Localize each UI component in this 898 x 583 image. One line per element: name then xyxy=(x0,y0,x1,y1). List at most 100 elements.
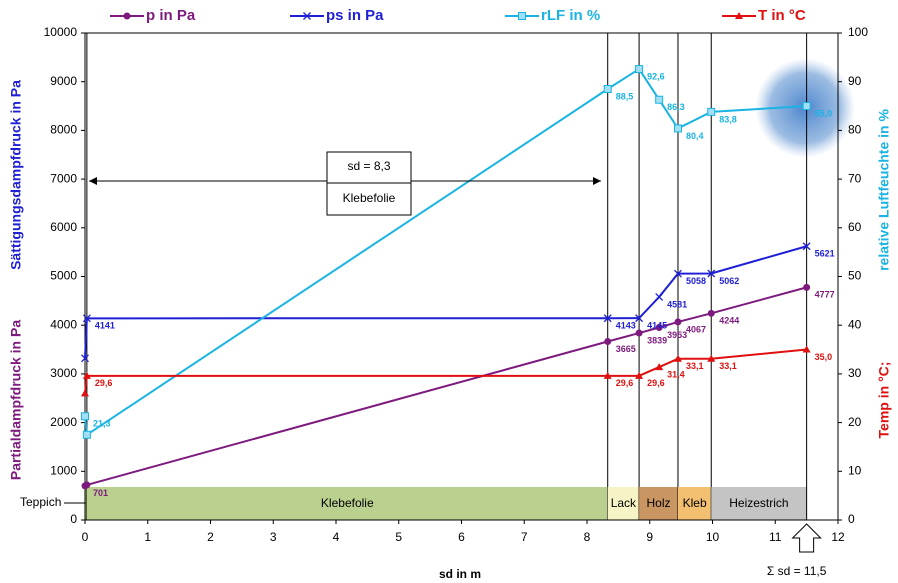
point xyxy=(604,86,611,93)
y-tick-label: 5000 xyxy=(50,269,77,283)
value-label: 21,3 xyxy=(93,419,111,429)
annotation-text: Klebefolie xyxy=(343,191,396,205)
layer-label: Teppich xyxy=(20,495,61,509)
y-tick-label: 9000 xyxy=(50,74,77,88)
x-tick-label: 2 xyxy=(207,530,214,544)
x-tick-label: 5 xyxy=(395,530,402,544)
x-tick-label: 9 xyxy=(646,530,653,544)
x-axis-title: sd in m xyxy=(439,567,481,581)
point xyxy=(82,413,89,420)
value-label: 3953 xyxy=(667,330,687,340)
y-tick-label: 2000 xyxy=(50,415,77,429)
x-tick-label: 8 xyxy=(584,530,591,544)
y-axis-title: Sättigungsdampfdruck in Pa xyxy=(8,80,24,270)
value-label: 33,1 xyxy=(719,361,737,371)
point xyxy=(604,338,611,345)
x-tick-label: 6 xyxy=(458,530,465,544)
point xyxy=(83,431,90,438)
point xyxy=(674,125,681,132)
y2-axis-title: Temp in °C; xyxy=(876,362,892,439)
value-label: 29,6 xyxy=(616,378,634,388)
point xyxy=(674,318,681,325)
point xyxy=(636,66,643,73)
chart: Teppich Klebefolie Lack Holz Kleb Heizestrich… xyxy=(0,0,898,583)
value-label: 5058 xyxy=(686,276,706,286)
layer-label: Klebefolie xyxy=(321,496,374,510)
value-label: 3839 xyxy=(647,335,667,345)
annotation-text: sd = 8,3 xyxy=(347,159,390,173)
point xyxy=(708,108,715,115)
value-label: 3665 xyxy=(616,344,636,354)
y-tick-label: 10000 xyxy=(44,25,78,39)
value-label: 35,0 xyxy=(815,352,833,362)
legend-label: rLF in % xyxy=(541,7,600,24)
value-label: 4777 xyxy=(815,290,835,300)
x-tick-label: 10 xyxy=(706,530,720,544)
y-tick-label: 8000 xyxy=(50,123,77,137)
point xyxy=(636,330,643,337)
y-tick-label: 7000 xyxy=(50,171,77,185)
sum-label: Σ sd = 11,5 xyxy=(767,564,827,578)
point xyxy=(803,103,810,110)
value-label: 88,5 xyxy=(616,91,634,101)
y2-tick-label: 80 xyxy=(848,123,862,137)
value-label: 4244 xyxy=(719,316,739,326)
value-label: 92,6 xyxy=(647,71,665,81)
y2-tick-label: 60 xyxy=(848,220,862,234)
y2-axis-title: relative Luftfeuchte in % xyxy=(876,109,892,271)
y2-tick-label: 100 xyxy=(848,25,868,39)
x-tick-label: 4 xyxy=(333,530,340,544)
y2-tick-label: 40 xyxy=(848,317,862,331)
y-axis-title: Partialdampfdruck in Pa xyxy=(8,320,24,480)
value-label: 31,4 xyxy=(667,369,685,379)
sum-arrow xyxy=(793,524,821,552)
value-label: 83,8 xyxy=(719,114,737,124)
y-tick-label: 4000 xyxy=(50,317,77,331)
y2-tick-label: 30 xyxy=(848,366,862,380)
series-line xyxy=(85,69,807,435)
value-label: 80,4 xyxy=(686,131,704,141)
x-tick-label: 7 xyxy=(521,530,528,544)
layer-label: Lack xyxy=(611,496,637,510)
point xyxy=(656,96,663,103)
series-line xyxy=(85,287,807,486)
y2-tick-label: 20 xyxy=(848,415,862,429)
value-label: 4141 xyxy=(95,321,115,331)
value-label: 29,6 xyxy=(647,378,665,388)
y2-tick-label: 10 xyxy=(848,463,862,477)
layer-label: Heizestrich xyxy=(729,496,788,510)
y-tick-label: 1000 xyxy=(50,463,77,477)
y2-tick-label: 70 xyxy=(848,171,862,185)
x-tick-label: 12 xyxy=(831,530,845,544)
value-label: 85,0 xyxy=(815,108,833,118)
layer-label: Holz xyxy=(647,496,671,510)
legend-marker xyxy=(124,13,131,20)
legend-label: T in °C xyxy=(758,7,806,24)
value-label: 5062 xyxy=(719,276,739,286)
point xyxy=(81,389,89,396)
series-line xyxy=(85,246,807,358)
x-tick-label: 1 xyxy=(144,530,151,544)
x-tick-label: 11 xyxy=(769,530,782,544)
y2-tick-label: 0 xyxy=(848,512,855,526)
point xyxy=(83,481,90,488)
value-label: 4067 xyxy=(686,324,706,334)
legend-marker xyxy=(519,13,526,20)
value-label: 4143 xyxy=(616,321,636,331)
value-label: 5621 xyxy=(815,249,835,259)
value-label: 4145 xyxy=(647,321,667,331)
value-label: 33,1 xyxy=(686,361,704,371)
point xyxy=(656,293,663,300)
y-tick-label: 3000 xyxy=(50,366,77,380)
value-label: 4581 xyxy=(667,299,687,309)
layer-label: Kleb xyxy=(683,496,707,510)
point xyxy=(803,284,810,291)
y2-tick-label: 50 xyxy=(848,269,862,283)
y-tick-label: 6000 xyxy=(50,220,77,234)
value-label: 701 xyxy=(93,488,108,498)
y-tick-label: 0 xyxy=(70,512,77,526)
x-tick-label: 3 xyxy=(270,530,277,544)
legend-label: p in Pa xyxy=(146,7,196,24)
y2-tick-label: 90 xyxy=(848,74,862,88)
value-label: 29,6 xyxy=(95,378,113,388)
